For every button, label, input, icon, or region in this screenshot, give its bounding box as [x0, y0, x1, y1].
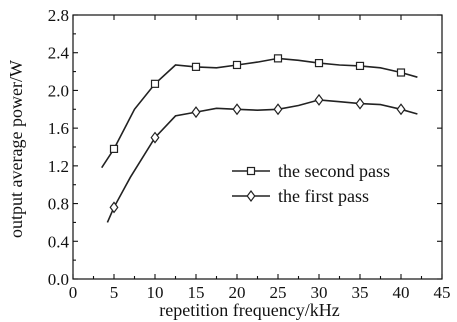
x-tick-label: 20	[229, 283, 246, 302]
data-point-square	[150, 79, 160, 88]
series-layer	[101, 54, 418, 223]
data-point-square	[314, 58, 324, 68]
x-tick-label: 45	[434, 283, 451, 302]
x-axis-title: repetition frequency/kHz	[159, 300, 339, 320]
data-point-diamond	[109, 201, 119, 214]
ticks: 0 5 10 15 20 25 30 35 40 45 0.0 0.4 0.8 1.2 1.6 2.0 2.4 2…	[48, 6, 451, 302]
data-point-diamond	[396, 103, 406, 116]
data-point-square	[191, 62, 201, 71]
series-line-second-pass	[101, 57, 418, 169]
data-point-diamond	[191, 106, 201, 119]
data-point-square	[273, 54, 283, 63]
data-point-diamond	[314, 93, 324, 106]
y-axis-title: output average power/W	[6, 60, 26, 238]
x-tick-label: 35	[352, 283, 369, 302]
y-tick-label: 2.4	[48, 44, 70, 63]
data-point-diamond	[232, 103, 242, 116]
data-point-square	[355, 61, 365, 71]
data-point-square	[109, 144, 119, 153]
y-tick-label: 2.0	[48, 81, 69, 100]
y-tick-label: 0.4	[48, 232, 70, 251]
legend-label-first-pass: the first pass	[278, 186, 369, 206]
x-tick-label: 10	[147, 283, 164, 302]
axes	[72, 14, 443, 280]
legend-label-second-pass: the second pass	[278, 161, 390, 181]
x-tick-label: 40	[393, 283, 410, 302]
data-point-diamond	[150, 131, 160, 144]
data-point-square	[232, 60, 242, 70]
y-tick-label: 2.8	[48, 6, 69, 25]
data-point-diamond	[355, 97, 365, 110]
y-tick-label: 0.8	[48, 195, 69, 214]
x-tick-label: 15	[188, 283, 205, 302]
data-point-square	[396, 68, 406, 77]
x-tick-label: 25	[270, 283, 287, 302]
y-tick-label: 1.6	[48, 119, 69, 138]
data-point-diamond	[273, 103, 283, 116]
x-tick-label: 30	[311, 283, 328, 302]
y-tick-label: 0.0	[48, 270, 69, 289]
legend-marker-diamond	[246, 190, 256, 202]
legend: the second pass the first pass	[232, 161, 390, 206]
x-tick-label: 0	[69, 283, 78, 302]
plot-frame	[72, 14, 443, 280]
y-tick-label: 1.2	[48, 157, 69, 176]
x-tick-label: 5	[110, 283, 119, 302]
legend-marker-square	[246, 166, 256, 176]
series-line-first-pass	[106, 99, 418, 223]
